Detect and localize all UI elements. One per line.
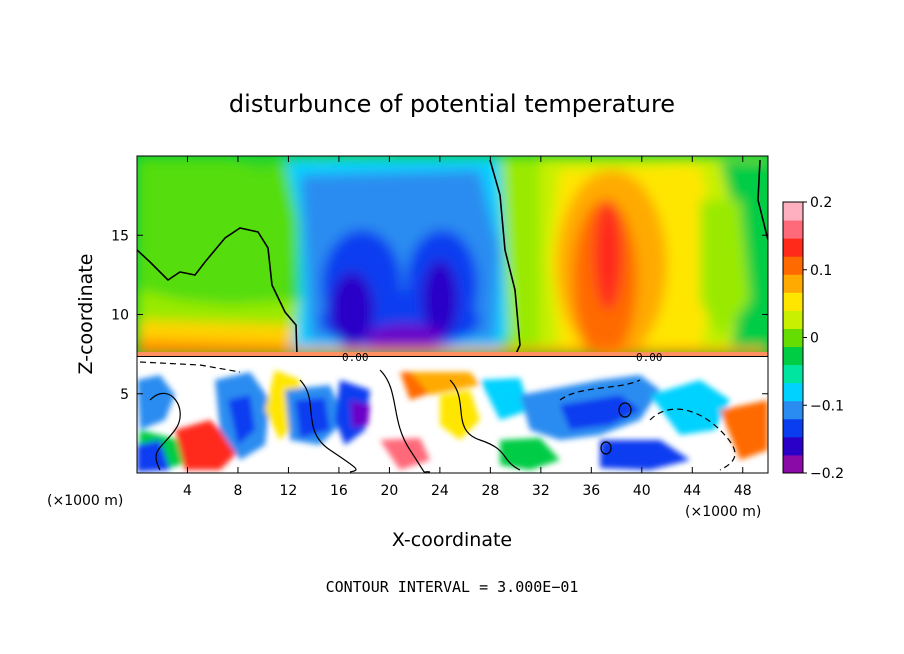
colorbar-swatch xyxy=(783,346,803,366)
x-tick-label: 12 xyxy=(280,483,298,499)
colorbar-swatch xyxy=(783,220,803,239)
colorbar-swatch xyxy=(783,418,803,438)
x-tick-label: 20 xyxy=(380,483,398,499)
colorbar-swatch xyxy=(783,382,803,402)
x-axis: 4 8 12 16 20 24 28 32 36 40 44 48 xyxy=(183,156,752,499)
colorbar-swatch xyxy=(783,454,803,474)
lower-field xyxy=(137,357,768,473)
x-tick-label: 44 xyxy=(683,483,701,499)
x-tick-label: 48 xyxy=(734,483,752,499)
y-tick-label: 15 xyxy=(111,228,129,244)
contour-label-1: 0.00 xyxy=(342,351,369,364)
colorbar-swatch xyxy=(783,274,803,293)
colorbar-swatch xyxy=(783,238,803,257)
colorbar-swatch xyxy=(783,328,803,348)
upper-field xyxy=(137,156,768,356)
colorbar-swatch xyxy=(783,256,803,275)
contour-interval-note: CONTOUR INTERVAL = 3.000E−01 xyxy=(326,578,579,596)
x-axis-label: X-coordinate xyxy=(392,529,512,551)
contour-label-2: 0.00 xyxy=(636,351,663,364)
x-tick-label: 16 xyxy=(330,483,348,499)
colorbar: 0.2 0.1 0 −0.1 −0.2 xyxy=(782,195,844,482)
colorbar-tick-label: 0.1 xyxy=(810,263,832,279)
x-tick-label: 8 xyxy=(233,483,242,499)
x-tick-label: 32 xyxy=(532,483,550,499)
y-axis-label: Z-coordinate xyxy=(75,254,97,375)
colorbar-swatch xyxy=(783,292,803,311)
y-tick-label: 5 xyxy=(120,387,129,403)
colorbar-tick-label: −0.2 xyxy=(810,466,844,482)
y-axis: 5 10 15 xyxy=(111,228,768,403)
x-tick-label: 4 xyxy=(183,483,192,499)
colorbar-swatch xyxy=(783,310,803,329)
chart-title: disturbunce of potential temperature xyxy=(229,90,675,118)
x-tick-label: 28 xyxy=(481,483,499,499)
y-tick-label: 10 xyxy=(111,308,129,324)
plot-area xyxy=(137,156,768,473)
colorbar-swatch xyxy=(783,436,803,456)
colorbar-tick-label: 0.2 xyxy=(810,195,832,211)
colorbar-tick-label: −0.1 xyxy=(810,398,844,414)
x-unit-right: (×1000 m) xyxy=(685,504,761,520)
colorbar-tick-label: 0 xyxy=(810,331,819,347)
colorbar-swatch xyxy=(783,400,803,420)
colorbar-swatch xyxy=(783,202,803,221)
colorbar-swatch xyxy=(783,364,803,384)
x-unit-left: (×1000 m) xyxy=(47,493,123,509)
x-tick-label: 36 xyxy=(582,483,600,499)
x-tick-label: 24 xyxy=(431,483,449,499)
x-tick-label: 40 xyxy=(633,483,651,499)
